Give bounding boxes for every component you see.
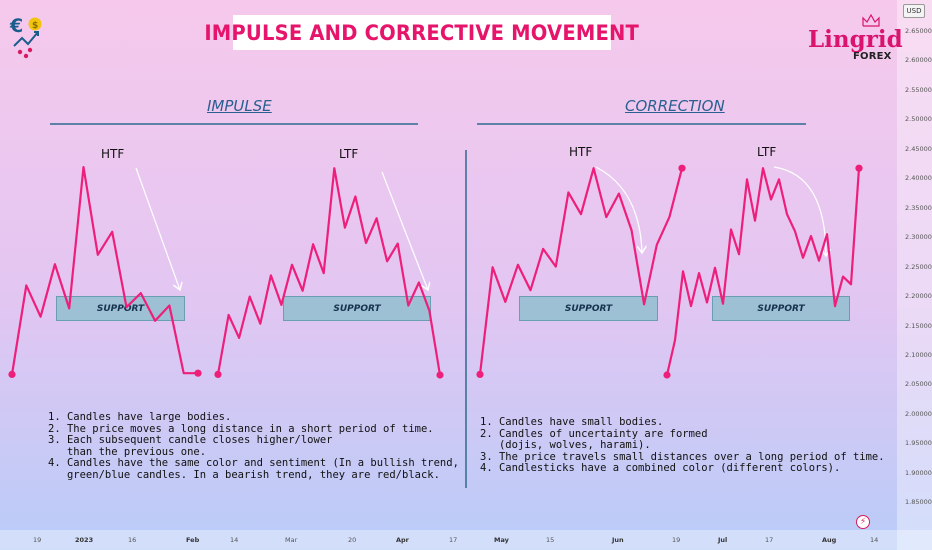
price-line-correction-htf[interactable] — [478, 167, 684, 375]
curved-arrow-correction-ltf[interactable] — [773, 166, 826, 256]
price-tick-label: 1.85000 — [905, 498, 932, 507]
price-line-correction-ltf[interactable] — [665, 167, 861, 376]
correction-section-label: CORRECTION — [625, 97, 725, 115]
time-tick-label: 19 — [33, 536, 42, 544]
time-tick-label: 14 — [870, 536, 879, 544]
start-point-correction-htf[interactable] — [476, 370, 484, 378]
brand-name: Lingrid — [808, 26, 903, 53]
correction-notes: 1. Candles have small bodies. 2. Candles… — [480, 416, 885, 475]
down-arrow-impulse-ltf[interactable] — [381, 171, 428, 290]
time-tick-label: 17 — [765, 536, 774, 544]
end-point-correction-ltf[interactable] — [855, 164, 863, 172]
price-tick-label: 1.95000 — [905, 439, 932, 448]
correction-ltf-label: LTF — [757, 145, 777, 159]
price-tick-label: 2.25000 — [905, 262, 932, 271]
price-axis[interactable] — [897, 0, 932, 550]
chart-title: IMPULSE AND CORRECTIVE MOVEMENT — [204, 20, 640, 45]
impulse-note: 2. The price moves a long distance in a … — [48, 422, 434, 435]
price-tick-label: 2.65000 — [905, 27, 932, 35]
impulse-note: 4. Candles have the same color and senti… — [48, 457, 459, 470]
price-line-impulse-htf[interactable] — [10, 166, 198, 375]
time-tick-label: Mar — [285, 536, 298, 544]
price-tick-label: 2.10000 — [905, 350, 932, 359]
start-point-correction-ltf[interactable] — [663, 371, 671, 379]
time-tick-label: Jul — [718, 536, 728, 544]
svg-text:$: $ — [32, 21, 38, 31]
support-label: SUPPORT — [96, 303, 145, 314]
tradingview-mark-icon[interactable]: ⚡ — [856, 515, 870, 529]
chart-title-box: IMPULSE AND CORRECTIVE MOVEMENT — [205, 15, 639, 50]
time-tick-label: Feb — [186, 536, 200, 544]
time-tick-label: May — [494, 536, 509, 544]
time-tick-label: Jun — [612, 536, 624, 544]
svg-text:€: € — [9, 15, 23, 37]
support-zone-correction-htf[interactable]: SUPPORT — [519, 296, 658, 321]
price-tick-label: 1.90000 — [905, 468, 932, 477]
price-tick-label: 2.50000 — [905, 115, 932, 124]
price-tick-label: 2.15000 — [905, 321, 932, 330]
time-tick-label: 16 — [128, 536, 137, 544]
end-point-impulse-ltf[interactable] — [436, 371, 444, 379]
impulse-note: green/blue candles. In a bearish trend, … — [48, 468, 440, 481]
correction-note: 2. Candles of uncertainty are formed — [480, 427, 708, 440]
end-point-correction-htf[interactable] — [678, 164, 686, 172]
impulse-ltf-label: LTF — [339, 147, 359, 161]
price-tick-label: 2.60000 — [905, 56, 932, 65]
time-tick-label: Apr — [396, 536, 409, 544]
correction-htf-label: HTF — [569, 145, 593, 159]
price-tick-label: 2.55000 — [905, 85, 932, 94]
support-label: SUPPORT — [333, 303, 381, 314]
price-tick-label: 2.05000 — [905, 380, 932, 389]
support-label: SUPPORT — [564, 303, 613, 314]
curved-arrow-correction-htf[interactable] — [595, 166, 642, 253]
price-tick-label: 2.20000 — [905, 292, 932, 301]
crown-icon — [862, 14, 880, 27]
price-tick-label: 2.30000 — [905, 233, 932, 242]
price-tick-label: 2.45000 — [905, 144, 932, 153]
time-axis[interactable] — [0, 530, 932, 550]
start-point-impulse-ltf[interactable] — [214, 370, 222, 378]
correction-note: 1. Candles have small bodies. — [480, 416, 664, 428]
correction-note: 3. The price travels small distances ove… — [480, 450, 885, 463]
time-tick-label: 2023 — [75, 536, 94, 544]
support-zone-correction-ltf[interactable]: SUPPORT — [712, 296, 850, 321]
end-point-impulse-htf[interactable] — [194, 369, 202, 377]
impulse-htf-label: HTF — [101, 147, 125, 161]
impulse-note: 3. Each subsequent candle closes higher/… — [48, 434, 333, 447]
support-zone-impulse-htf[interactable]: SUPPORT — [56, 296, 185, 321]
price-tick-label: 2.35000 — [905, 203, 932, 212]
start-point-impulse-htf[interactable] — [8, 370, 16, 378]
lingrid-brand-logo: Lingrid FOREX — [806, 14, 903, 64]
brand-subtitle: FOREX — [853, 51, 892, 62]
series-layer — [8, 164, 863, 379]
lingrid-left-logo: € $ — [9, 15, 42, 59]
impulse-note: than the previous one. — [48, 445, 207, 458]
time-tick-label: Aug — [822, 536, 837, 544]
down-arrow-impulse-htf[interactable] — [135, 167, 180, 290]
correction-note: (dojis, wolves, harami). — [480, 439, 651, 452]
support-label: SUPPORT — [757, 303, 805, 314]
impulse-notes: 1. Candles have large bodies. 2. The pri… — [48, 411, 459, 482]
time-tick-label: 17 — [449, 536, 458, 544]
currency-badge[interactable]: USD — [903, 4, 925, 18]
price-tick-label: 2.40000 — [905, 174, 932, 183]
price-line-impulse-ltf[interactable] — [216, 167, 442, 376]
correction-note: 4. Candlesticks have a combined color (d… — [480, 462, 841, 475]
impulse-note: 1. Candles have large bodies. — [48, 411, 232, 423]
time-tick-label: 15 — [546, 536, 555, 544]
time-tick-label: 20 — [348, 536, 357, 544]
price-tick-label: 2.00000 — [905, 409, 932, 418]
impulse-section-label: IMPULSE — [207, 97, 272, 115]
time-tick-label: 19 — [672, 536, 681, 544]
time-tick-label: 14 — [230, 536, 239, 544]
